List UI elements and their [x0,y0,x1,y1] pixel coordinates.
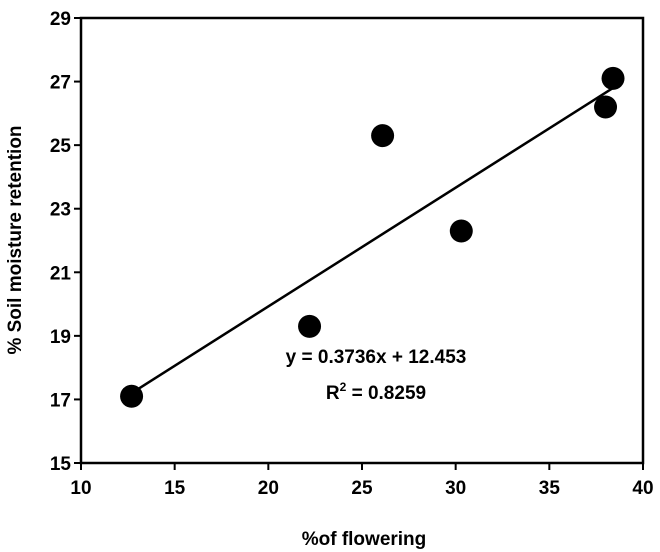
x-tick-label: 40 [632,478,653,499]
y-tick-label: 17 [50,390,71,411]
trendline [130,86,614,395]
trendline-equation: y = 0.3736x + 12.453 [286,347,467,368]
trendline-group [130,86,614,395]
r-squared-label: R2 = 0.8259 [326,380,426,404]
data-point [298,314,322,338]
r-squared-prefix: R [326,383,340,404]
y-tick-label: 21 [50,263,72,284]
r-squared-value: = 0.8259 [346,383,426,404]
y-tick-label: 25 [50,136,72,157]
x-tick-label: 30 [445,478,466,499]
y-tick-label: 23 [50,200,71,221]
x-tick-label: 20 [258,478,279,499]
x-axis-title: %of flowering [302,529,427,550]
data-point [594,95,618,119]
y-axis-title: % Soil moisture retention [5,125,26,354]
axis-ticks: 10 15 20 25 30 35 40 15 17 19 21 23 25 27 29 [50,9,654,499]
data-point [601,66,625,90]
x-tick-label: 15 [164,478,186,499]
data-point [371,124,395,148]
data-point [120,384,144,408]
x-tick-label: 10 [70,478,91,499]
y-tick-label: 15 [50,454,72,475]
y-tick-label: 29 [50,9,71,30]
y-tick-label: 19 [50,327,71,348]
y-tick-label: 27 [50,73,71,94]
data-point [449,219,473,243]
x-tick-label: 35 [539,478,561,499]
data-points [120,66,625,408]
r-squared-superscript: 2 [340,380,347,394]
x-tick-label: 25 [351,478,373,499]
